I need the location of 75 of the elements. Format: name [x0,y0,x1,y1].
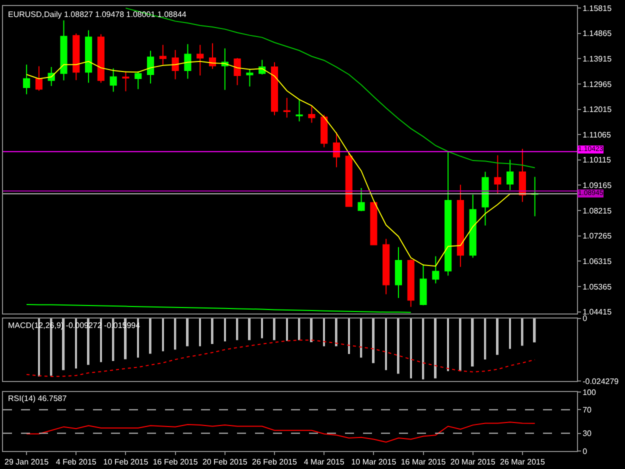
y-tick-label: 1.06315 [582,256,612,266]
candlestick [394,246,402,299]
y-tick-label: 100 [582,388,596,397]
candlestick [146,50,154,84]
x-tick-label: 10 Mar 2015 [351,458,397,467]
candlestick [85,30,92,84]
candlestick [234,57,241,86]
x-tick-label: 4 Mar 2015 [304,458,345,467]
y-tick-label: 1.11065 [582,130,612,140]
candlestick [469,194,476,258]
candlestick [60,20,68,81]
candlestick [35,66,42,92]
candlestick [370,202,378,246]
candlestick [270,62,278,116]
candlestick [122,70,130,92]
candlestick [358,187,365,212]
y-tick-label: 1.13915 [582,54,612,64]
x-tick-label: 4 Feb 2015 [56,458,97,467]
y-tick-label: 30 [582,429,592,438]
candlestick [456,184,464,268]
candlestick [23,64,30,95]
candlestick [97,34,104,84]
candlestick [110,68,117,92]
candlestick [308,106,316,124]
candlestick [184,44,192,80]
x-tick-label: 16 Feb 2015 [152,458,198,467]
candlestick [432,256,440,284]
candlestick [134,70,142,90]
candlestick [172,49,179,80]
y-tick-label: 1.14865 [582,29,612,38]
y-tick-label: 1.12015 [582,105,612,114]
line-series [26,340,536,378]
candlestick [518,148,526,202]
candlestick [196,44,204,76]
candlestick [48,66,55,86]
y-tick-label: -0.024279 [582,376,620,386]
x-tick-label: 26 Feb 2015 [252,458,298,467]
candlestick [494,154,502,194]
chart-title: RSI(14) 46.7587 [8,394,68,403]
candlestick [407,258,414,308]
candlestick [482,171,489,226]
y-tick-label: 1.05365 [582,282,612,292]
y-tick-label: 70 [582,406,592,415]
candlestick [420,264,427,306]
x-tick-label: 20 Feb 2015 [202,458,248,467]
y-tick-label: 1.10115 [582,156,612,165]
candlestick [320,114,328,148]
y-tick-label: 1.07265 [582,232,612,241]
y-tick-label: 1.15815 [582,4,612,13]
candlestick [296,99,303,122]
candlestick [221,48,228,90]
y-tick-label: 0 [582,314,588,324]
x-tick-label: 16 Mar 2015 [400,458,446,467]
y-tick-label: 1.12965 [582,80,612,89]
candlestick [345,152,352,208]
candlestick [506,159,514,191]
line-series [26,422,536,443]
text: EURUSD,Daily 1.08827 1.09478 1.08001 1.08844 [8,10,187,19]
y-tick-label: 1.08215 [582,206,612,216]
x-tick-label: 26 Mar 2015 [500,458,546,467]
candlestick [72,32,80,81]
line-series [26,304,412,313]
x-tick-label: 20 Mar 2015 [450,458,496,467]
line-series [125,8,536,168]
candlestick [382,238,390,295]
candlestick [444,152,452,276]
candlestick [332,132,340,168]
x-tick-label: 10 Feb 2015 [103,458,149,467]
y-tick-label: 0 [582,446,588,456]
candlestick [283,97,290,118]
x-tick-label: 29 Jan 2015 [4,458,50,467]
candlestick [208,42,216,70]
candlestick [159,44,166,66]
candlestick [246,68,254,87]
y-tick-label: 1.09165 [582,180,612,190]
